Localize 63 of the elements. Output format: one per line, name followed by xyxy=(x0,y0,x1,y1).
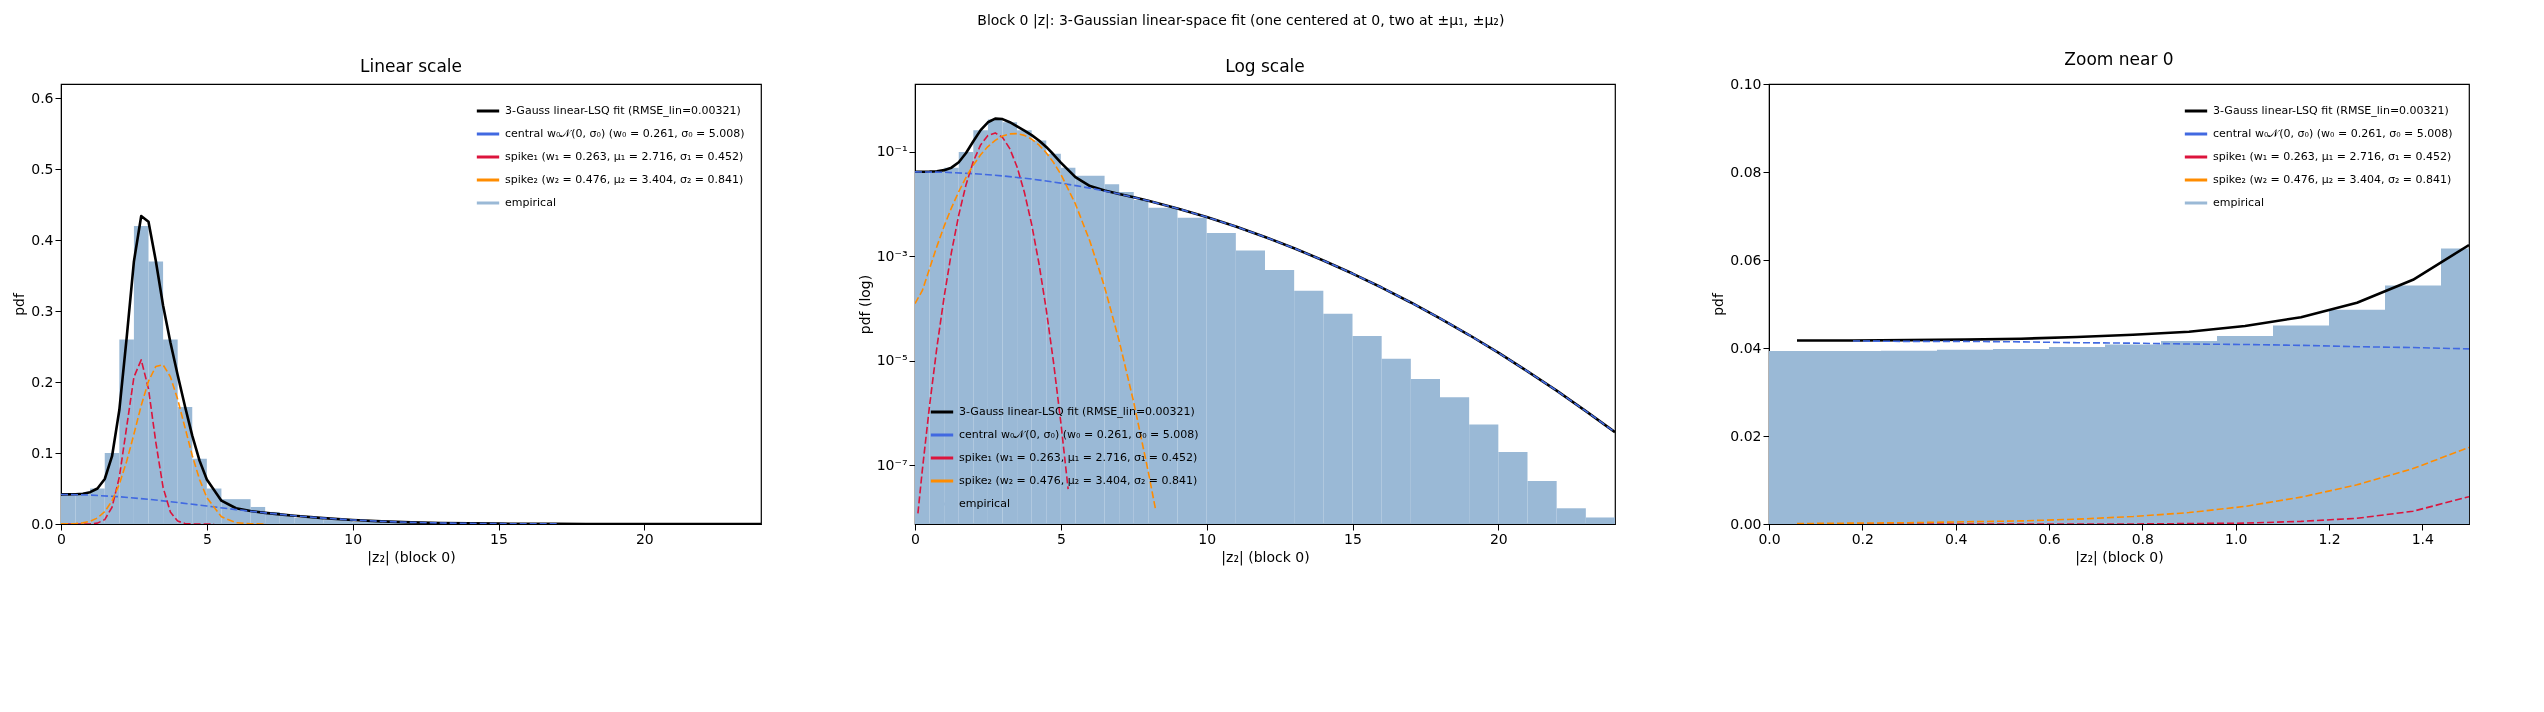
y-tick-label: 10⁻⁷ xyxy=(876,456,908,473)
x-tick-label: 0 xyxy=(57,530,66,547)
line-series xyxy=(1796,446,2469,524)
y-tick-label: 0.10 xyxy=(1730,75,1762,92)
y-tick-label: 10⁻¹ xyxy=(876,143,908,160)
chart-title: Log scale xyxy=(1225,56,1305,76)
legend-label: 3-Gauss linear-LSQ fit (RMSE_lin=0.00321) xyxy=(959,405,1195,418)
x-tick-label: 0 xyxy=(911,530,920,547)
legend-label: spike₁ (w₁ = 0.263, μ₁ = 2.716, σ₁ = 0.452) xyxy=(505,150,744,163)
y-tick-label: 0.06 xyxy=(1730,251,1762,268)
chart-title: Linear scale xyxy=(359,56,463,76)
y-tick-label: 10⁻⁵ xyxy=(876,352,908,369)
legend-label: 3-Gauss linear-LSQ fit (RMSE_lin=0.00321) xyxy=(505,104,741,117)
x-tick-label: 1.4 xyxy=(2411,530,2435,547)
y-axis-title: pdf xyxy=(11,292,28,316)
x-tick-label: 15 xyxy=(490,530,508,547)
x-tick-label: 0.0 xyxy=(1758,530,1781,547)
legend-label: central w₀𝒩(0, σ₀) (w₀ = 0.261, σ₀ = 5.008) xyxy=(959,428,1199,441)
y-tick-label: 0.6 xyxy=(31,89,54,106)
legend-label: central w₀𝒩(0, σ₀) (w₀ = 0.261, σ₀ = 5.008) xyxy=(2213,127,2453,140)
x-tick-label: 10 xyxy=(344,530,363,547)
x-tick-label: 20 xyxy=(1489,530,1508,547)
y-tick-label: 10⁻³ xyxy=(876,247,908,264)
y-tick-label: 0.4 xyxy=(31,231,54,248)
y-axis-title: pdf xyxy=(1710,292,1727,316)
y-tick-label: 0.00 xyxy=(1730,515,1762,532)
x-axis-title: |z₂| (block 0) xyxy=(367,548,456,566)
x-tick-label: 0.6 xyxy=(2038,530,2061,547)
legend-label: spike₁ (w₁ = 0.263, μ₁ = 2.716, σ₁ = 0.452) xyxy=(2213,150,2452,163)
x-tick-label: 0.2 xyxy=(1851,530,1874,547)
x-tick-label: 0.8 xyxy=(2131,530,2154,547)
x-tick-label: 10 xyxy=(1198,530,1217,547)
legend-label: 3-Gauss linear-LSQ fit (RMSE_lin=0.00321) xyxy=(2213,104,2449,117)
text: Block 0 |z|: 3-Gaussian linear-space fit (one centered at 0, two at ±μ₁, ±μ₂) xyxy=(977,12,1505,30)
x-tick-label: 1.0 xyxy=(2225,530,2248,547)
x-tick-label: 1.2 xyxy=(2318,530,2341,547)
y-tick-label: 0.3 xyxy=(31,302,54,319)
y-tick-label: 0.02 xyxy=(1730,427,1762,444)
line-series xyxy=(61,493,558,524)
y-tick-label: 0.0 xyxy=(31,515,54,532)
legend-label: empirical xyxy=(959,497,1010,510)
y-tick-label: 0.1 xyxy=(31,444,54,461)
x-axis-title: |z₂| (block 0) xyxy=(2075,548,2164,566)
y-tick-label: 0.2 xyxy=(31,373,54,390)
legend-label: spike₁ (w₁ = 0.263, μ₁ = 2.716, σ₁ = 0.452) xyxy=(959,451,1198,464)
y-axis-title: pdf (log) xyxy=(856,274,873,335)
line-series xyxy=(1852,340,2469,350)
y-tick-label: 0.04 xyxy=(1730,339,1762,356)
legend-label: empirical xyxy=(505,196,556,209)
x-tick-label: 15 xyxy=(1344,530,1362,547)
y-tick-label: 0.5 xyxy=(31,160,54,177)
x-tick-label: 20 xyxy=(635,530,654,547)
legend-label: spike₂ (w₂ = 0.476, μ₂ = 3.404, σ₂ = 0.841) xyxy=(505,173,744,186)
x-tick-label: 0.4 xyxy=(1945,530,1968,547)
legend-label: spike₂ (w₂ = 0.476, μ₂ = 3.404, σ₂ = 0.841) xyxy=(2213,173,2452,186)
legend-label: central w₀𝒩(0, σ₀) (w₀ = 0.261, σ₀ = 5.008) xyxy=(505,127,745,140)
legend-label: spike₂ (w₂ = 0.476, μ₂ = 3.404, σ₂ = 0.841) xyxy=(959,474,1198,487)
x-tick-label: 5 xyxy=(202,530,212,547)
legend-label: empirical xyxy=(2213,196,2264,209)
x-axis-title: |z₂| (block 0) xyxy=(1221,548,1310,566)
y-tick-label: 0.08 xyxy=(1730,163,1762,180)
chart-title: Zoom near 0 xyxy=(2064,49,2174,69)
x-tick-label: 5 xyxy=(1056,530,1066,547)
